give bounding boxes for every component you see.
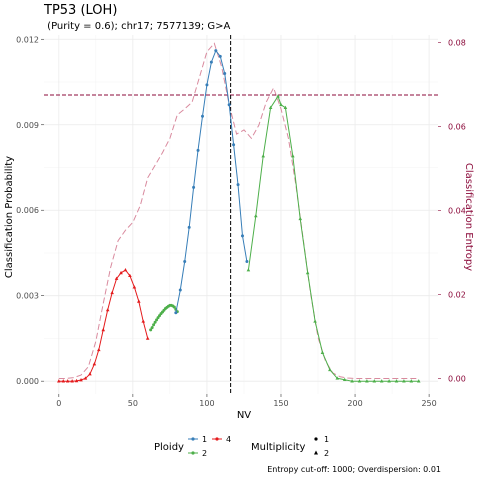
x-tick-label: 100 [199, 399, 214, 408]
y-tick-label: 0.003 [16, 292, 39, 301]
data-point [245, 260, 248, 263]
data-point [232, 143, 235, 146]
data-point [183, 260, 186, 263]
data-point [241, 234, 244, 237]
data-point [152, 323, 155, 326]
data-point [223, 72, 226, 75]
data-point [237, 183, 240, 186]
legend-multiplicity-2-label: 2 [324, 449, 329, 458]
data-point [205, 83, 208, 86]
data-point [188, 226, 191, 229]
legend-key-ploidy-4-dot [215, 437, 218, 440]
chart-caption: Entropy cut-off: 1000; Overdispersion: 0… [267, 465, 441, 474]
x-tick-label: 150 [273, 399, 288, 408]
legend-multiplicity-title: Multiplicity [251, 442, 306, 453]
legend-key-ploidy-1-dot [191, 437, 194, 440]
data-point [179, 289, 182, 292]
data-point [219, 55, 222, 58]
legend-ploidy-2-label: 2 [202, 449, 207, 458]
data-point [151, 326, 154, 329]
x-tick-label: 0 [56, 399, 61, 408]
data-point [192, 186, 195, 189]
legend-ploidy-1-label: 1 [202, 435, 207, 444]
y-tick-label: 0.006 [16, 206, 39, 215]
x-axis-label: NV [237, 410, 251, 421]
data-point [201, 115, 204, 118]
y-axis-label: Classification Probability [4, 156, 15, 278]
y2-axis-label: Classification Entropy [463, 163, 474, 271]
legend-key-ploidy-2-dot [191, 451, 194, 454]
y-tick-label: 0.009 [16, 121, 39, 130]
chart-subtitle: (Purity = 0.6); chr17; 7577139; G>A [44, 21, 231, 32]
y2-tick-label: 0.02 [448, 290, 466, 299]
legend-ploidy-4-label: 4 [226, 435, 231, 444]
y2-tick-label: 0.00 [448, 374, 466, 383]
legend-key-multiplicity-1 [314, 437, 317, 440]
data-point [214, 49, 217, 52]
chart-title: TP53 (LOH) [43, 3, 117, 18]
y-tick-label: 0.000 [16, 377, 39, 386]
data-point [197, 149, 200, 152]
y2-tick-label: 0.08 [448, 39, 466, 48]
data-point [174, 311, 177, 314]
legend-multiplicity-1-label: 1 [324, 435, 329, 444]
x-tick-label: 50 [128, 399, 138, 408]
y2-tick-label: 0.06 [448, 123, 466, 132]
x-tick-label: 200 [347, 399, 362, 408]
data-point [228, 103, 231, 106]
legend-ploidy-title: Ploidy [154, 442, 184, 453]
y-tick-label: 0.012 [16, 35, 39, 44]
data-point [210, 61, 213, 64]
x-tick-label: 250 [421, 399, 436, 408]
